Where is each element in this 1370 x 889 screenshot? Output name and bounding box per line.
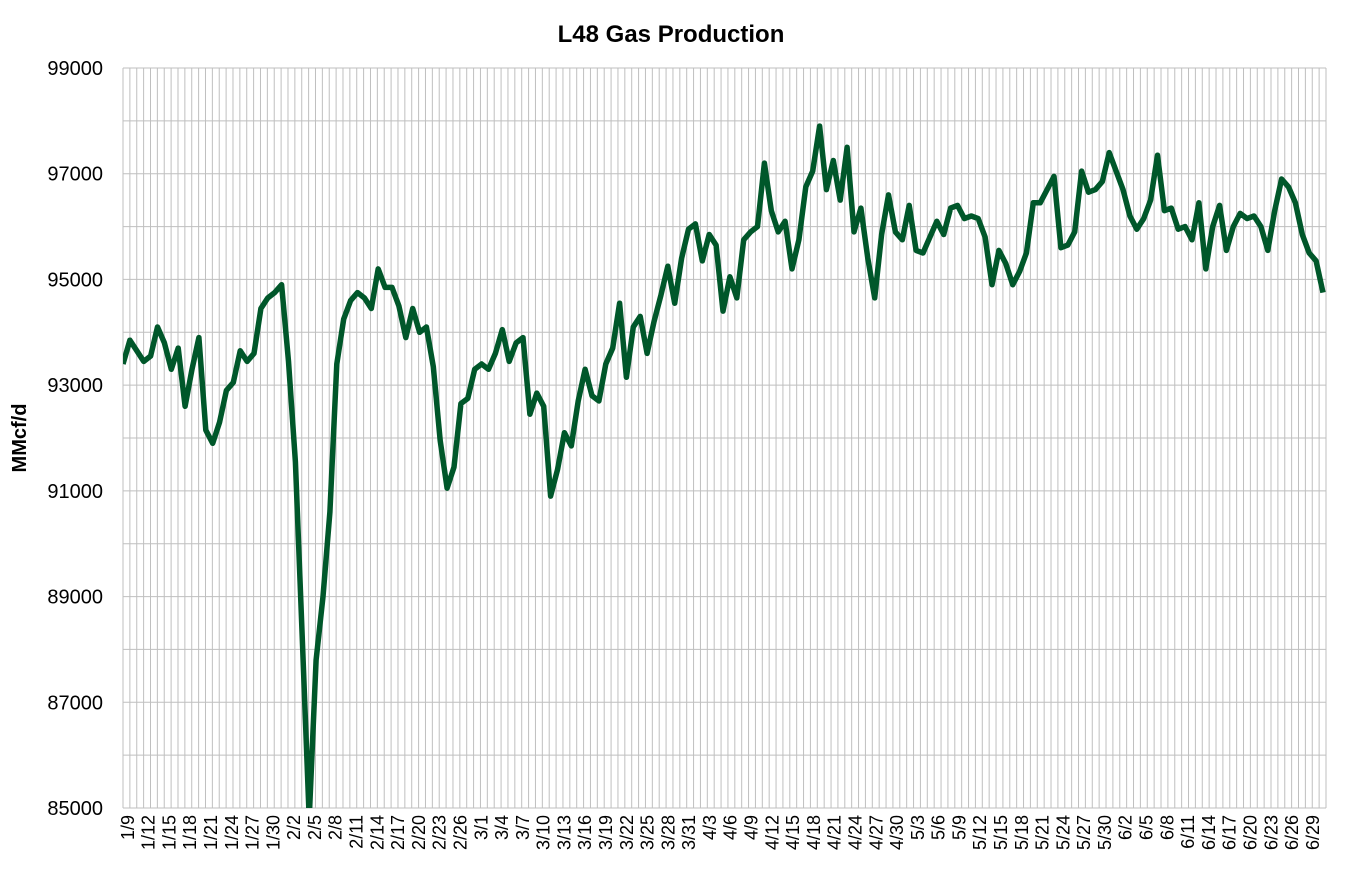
x-tick-label: 3/13 (554, 815, 574, 850)
x-tick-label: 3/4 (492, 815, 512, 840)
x-tick-label: 2/11 (347, 815, 367, 849)
x-tick-label: 4/30 (887, 815, 907, 850)
x-tick-label: 6/11 (1178, 815, 1198, 849)
x-tick-label: 2/2 (284, 815, 304, 840)
x-tick-label: 5/6 (929, 815, 949, 840)
x-tick-label: 1/30 (263, 815, 283, 850)
x-tick-label: 5/18 (1012, 815, 1032, 850)
series-layer (123, 126, 1323, 819)
x-tick-label: 2/17 (388, 815, 408, 850)
y-tick-label: 85000 (47, 798, 103, 820)
x-tick-label: 5/27 (1074, 815, 1094, 850)
x-tick-label: 4/27 (866, 815, 886, 850)
x-tick-label: 4/6 (721, 815, 741, 840)
x-tick-label: 3/19 (596, 815, 616, 850)
production-series-line (123, 126, 1323, 819)
x-tick-label: 1/12 (139, 815, 159, 850)
x-tick-label: 2/14 (367, 815, 387, 850)
x-tick-label: 1/21 (201, 815, 221, 850)
x-tick-label: 6/8 (1157, 815, 1177, 840)
x-tick-label: 2/23 (430, 815, 450, 850)
x-tick-label: 1/18 (180, 815, 200, 850)
x-tick-label: 5/12 (970, 815, 990, 850)
x-tick-label: 4/18 (804, 815, 824, 850)
x-tick-label: 4/3 (700, 815, 720, 840)
chart-title: L48 Gas Production (558, 21, 785, 48)
x-tick-label: 5/30 (1095, 815, 1115, 850)
x-tick-label: 5/9 (949, 815, 969, 840)
x-tick-label: 1/27 (243, 815, 263, 850)
x-tick-label: 4/9 (742, 815, 762, 840)
x-tick-label: 2/26 (450, 815, 470, 850)
x-tick-label: 1/9 (118, 815, 138, 840)
y-axis-ticks: 85000 87000 89000 91000 93000 95000 97000 99000 (47, 58, 103, 820)
x-tick-label: 4/12 (762, 815, 782, 850)
x-tick-label: 3/1 (471, 815, 491, 840)
y-tick-label: 87000 (47, 692, 103, 714)
x-tick-label: 3/10 (534, 815, 554, 850)
x-tick-label: 5/21 (1033, 815, 1053, 850)
x-tick-label: 4/15 (783, 815, 803, 850)
x-tick-label: 6/14 (1199, 815, 1219, 850)
x-tick-label: 6/23 (1261, 815, 1281, 850)
y-tick-label: 91000 (47, 481, 103, 503)
x-tick-label: 5/3 (908, 815, 928, 840)
y-tick-label: 95000 (47, 269, 103, 291)
x-tick-label: 3/7 (513, 815, 533, 840)
x-tick-label: 5/24 (1053, 815, 1073, 850)
x-tick-label: 6/29 (1303, 815, 1323, 850)
x-tick-label: 4/21 (825, 815, 845, 850)
x-tick-label: 6/26 (1282, 815, 1302, 850)
x-tick-label: 2/8 (326, 815, 346, 840)
x-tick-label: 6/2 (1116, 815, 1136, 840)
x-tick-label: 1/24 (222, 815, 242, 850)
x-tick-label: 5/15 (991, 815, 1011, 850)
x-tick-label: 6/5 (1137, 815, 1157, 840)
y-tick-label: 93000 (47, 375, 103, 397)
x-tick-label: 2/5 (305, 815, 325, 840)
x-tick-label: 2/20 (409, 815, 429, 850)
x-tick-label: 3/16 (575, 815, 595, 850)
x-tick-label: 3/22 (617, 815, 637, 850)
x-tick-label: 3/31 (679, 815, 699, 850)
x-tick-label: 6/17 (1220, 815, 1240, 850)
x-tick-label: 3/25 (638, 815, 658, 850)
y-tick-label: 89000 (47, 587, 103, 609)
x-tick-label: 4/24 (845, 815, 865, 850)
x-tick-label: 6/20 (1240, 815, 1260, 850)
y-tick-label: 97000 (47, 164, 103, 186)
y-axis-label: MMcf/d (9, 404, 31, 473)
y-tick-label: 99000 (47, 58, 103, 80)
x-tick-label: 1/15 (159, 815, 179, 850)
x-tick-label: 3/28 (658, 815, 678, 850)
